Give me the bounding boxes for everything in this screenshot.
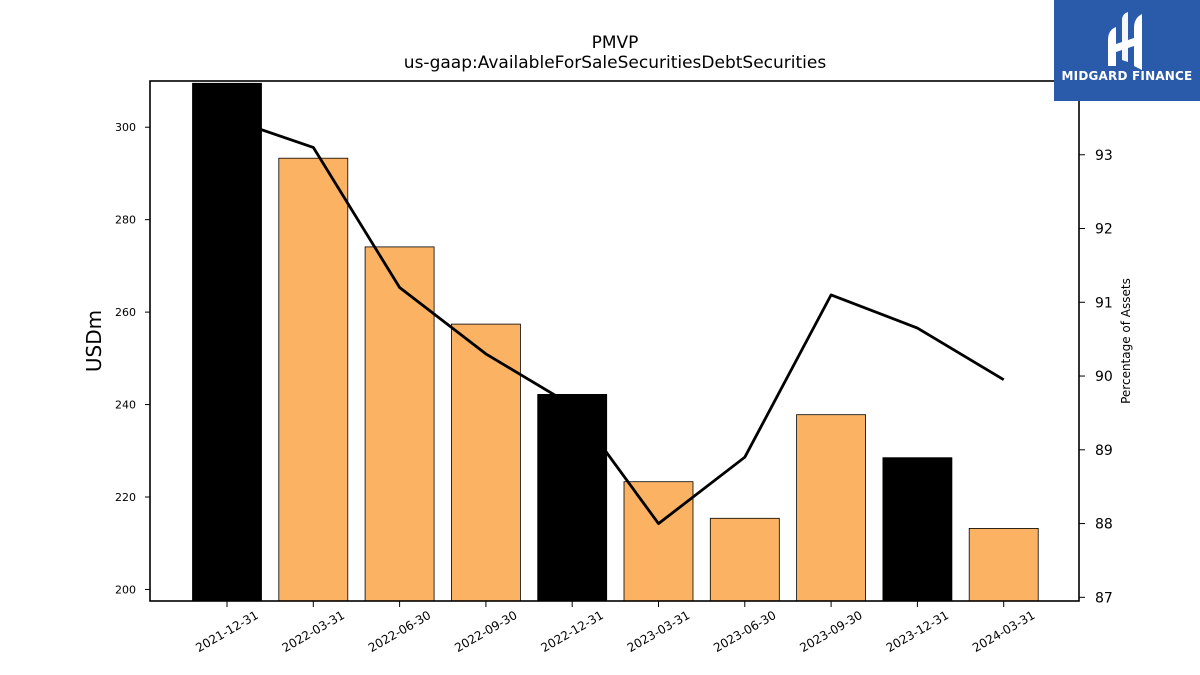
y-axis-label: USDm bbox=[82, 310, 106, 372]
bar-2022-03-31 bbox=[278, 157, 349, 602]
bar-2023-03-31 bbox=[623, 481, 694, 602]
right-tick-label: 91 bbox=[1095, 295, 1113, 311]
x-tick-label: 2024-03-31 bbox=[970, 608, 1037, 655]
right-tick-label: 87 bbox=[1095, 590, 1113, 606]
logo-text: MIDGARD FINANCE bbox=[1061, 69, 1193, 83]
left-tick-label: 240 bbox=[115, 399, 136, 412]
x-tick-label: 2023-09-30 bbox=[797, 608, 864, 655]
left-tick-label: 260 bbox=[115, 306, 136, 319]
bar-2021-12-31 bbox=[192, 82, 262, 602]
bar-2022-06-30 bbox=[364, 246, 435, 602]
right-axis-ticks: 87 88 89 90 91 92 93 bbox=[1079, 148, 1113, 606]
bar-2023-09-30 bbox=[796, 414, 866, 602]
left-tick-label: 200 bbox=[115, 583, 136, 596]
right-tick-label: 90 bbox=[1095, 369, 1113, 385]
x-tick-label: 2023-12-31 bbox=[884, 608, 951, 655]
logo-mark-icon bbox=[1108, 12, 1142, 70]
chart-title: PMVP bbox=[592, 33, 639, 53]
midgard-finance-logo: MIDGARD FINANCE bbox=[1054, 0, 1200, 101]
left-tick-label: 220 bbox=[115, 491, 136, 504]
bar-2024-03-31 bbox=[968, 528, 1039, 602]
x-tick-label: 2023-06-30 bbox=[711, 608, 778, 655]
bar-2022-09-30 bbox=[450, 323, 521, 602]
x-tick-label: 2022-12-31 bbox=[538, 608, 605, 655]
x-tick-label: 2022-09-30 bbox=[452, 608, 519, 655]
right-tick-label: 92 bbox=[1095, 222, 1113, 238]
left-axis-ticks: 200 220 240 260 280 300 bbox=[115, 121, 150, 596]
bar-2022-12-31 bbox=[537, 393, 608, 602]
plot-frame bbox=[149, 80, 1080, 602]
x-tick-label: 2021-12-31 bbox=[193, 608, 260, 655]
left-tick-label: 280 bbox=[115, 214, 136, 227]
y2-axis-label: Percentage of Assets bbox=[1119, 278, 1133, 404]
left-tick-label: 300 bbox=[115, 121, 136, 134]
right-tick-label: 88 bbox=[1095, 517, 1113, 533]
bars-layer bbox=[192, 82, 1039, 602]
chart-subtitle: us-gaap:AvailableForSaleSecuritiesDebtSe… bbox=[404, 53, 827, 73]
bar-2023-12-31 bbox=[882, 457, 953, 602]
percentage-line bbox=[226, 116, 1005, 525]
right-tick-label: 93 bbox=[1095, 148, 1113, 164]
x-axis-ticks: 2021-12-31 2022-03-31 2022-06-30 2022-09-30… bbox=[193, 601, 1037, 655]
bar-2023-06-30 bbox=[709, 517, 780, 602]
line-layer bbox=[226, 116, 1005, 525]
x-tick-label: 2022-06-30 bbox=[366, 608, 433, 655]
right-tick-label: 89 bbox=[1095, 443, 1113, 459]
x-tick-label: 2023-03-31 bbox=[625, 608, 692, 655]
x-tick-label: 2022-03-31 bbox=[280, 608, 347, 655]
